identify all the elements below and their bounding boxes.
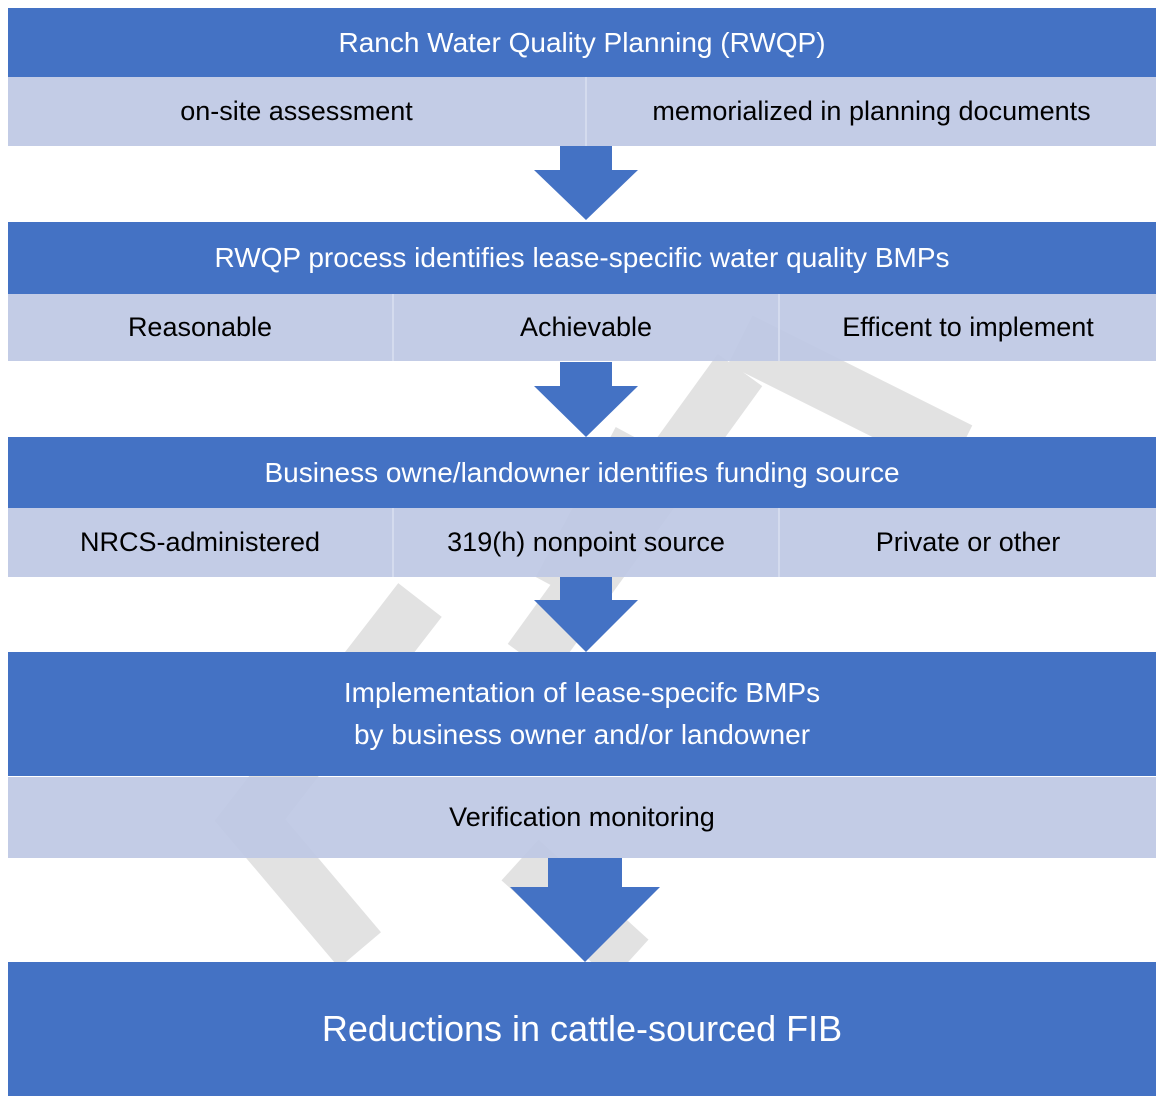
step-detail: Achievable bbox=[392, 294, 778, 361]
step-title: by business owner and/or landowner bbox=[353, 719, 811, 750]
step-title: Business owne/landowner identifies fundi… bbox=[264, 456, 900, 488]
arrow bbox=[534, 362, 638, 437]
step-detail: Verification monitoring bbox=[8, 777, 1156, 858]
step-detail: Efficent to implement bbox=[778, 294, 1156, 361]
step-title: Ranch Water Quality Planning (RWQP) bbox=[338, 26, 826, 58]
arrow bbox=[510, 858, 660, 962]
final-outcome: Reductions in cattle-sourced FIB bbox=[8, 962, 1156, 1096]
step-title: RWQP process identifies lease-specific w… bbox=[214, 242, 950, 273]
step-detail: Private or other bbox=[778, 508, 1156, 577]
arrow bbox=[534, 577, 638, 652]
step-title: Implementation of lease-specifc BMPs bbox=[343, 677, 821, 708]
step-detail: NRCS-administered bbox=[8, 508, 392, 577]
step-header: RWQP process identifies lease-specific w… bbox=[8, 222, 1156, 294]
step-detail: 319(h) nonpoint source bbox=[392, 508, 778, 577]
step-header: Business owne/landowner identifies fundi… bbox=[8, 437, 1156, 508]
step-detail: Reasonable bbox=[8, 294, 392, 361]
arrow bbox=[534, 146, 638, 220]
final-title: Reductions in cattle-sourced FIB bbox=[321, 1008, 843, 1049]
arrows bbox=[510, 146, 660, 962]
step-detail: on-site assessment bbox=[8, 77, 585, 146]
step-header: Ranch Water Quality Planning (RWQP) bbox=[8, 8, 1156, 77]
step-header: Implementation of lease-specifc BMPs by … bbox=[8, 652, 1156, 776]
step-detail: memorialized in planning documents bbox=[585, 77, 1156, 146]
